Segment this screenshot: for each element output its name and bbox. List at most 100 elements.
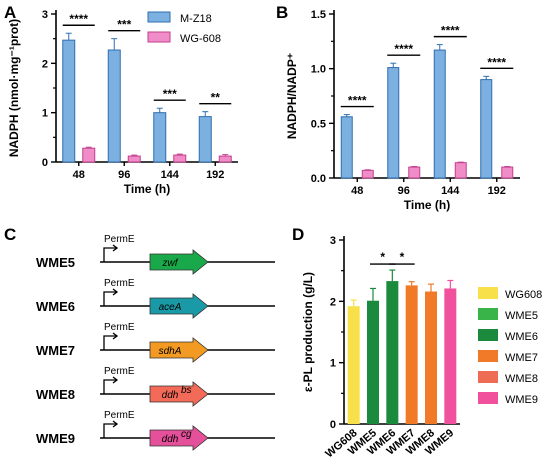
legend-swatch	[478, 371, 498, 383]
y-tick-label: 1.0	[311, 64, 326, 76]
y-axis-title: ε-PL production (g/L)	[301, 272, 315, 392]
chart-a: 0 1 2 3 48 **** 96 *** 144 *** 192 ** Time (h) NADPH …	[7, 9, 238, 196]
significance-label: ****	[487, 55, 506, 69]
gene-label: sdhA	[159, 346, 182, 357]
promoter-arrowhead-icon	[112, 244, 119, 252]
gene-arrow	[149, 425, 209, 451]
chart-b: 0.0 0.5 1.0 1.5 48 **** 96 **** 144 **** 192 **** Ti…	[285, 9, 520, 212]
bar	[433, 49, 446, 179]
legend-label: WG608	[505, 289, 542, 301]
bar	[501, 166, 514, 179]
bar	[107, 49, 121, 163]
bar	[405, 285, 418, 424]
gene-arrow	[149, 249, 209, 275]
legend-swatch	[478, 350, 498, 362]
legend-label: WME6	[505, 331, 538, 343]
significance-label: ****	[394, 42, 413, 56]
bar	[82, 147, 96, 163]
panel-letter-b: B	[276, 3, 288, 22]
legend-swatch	[478, 308, 498, 320]
bar	[361, 169, 374, 179]
significance-label: ****	[69, 12, 88, 26]
promoter-label: PermE	[104, 322, 135, 333]
legend-label: WME8	[505, 373, 538, 385]
promoter-label: PermE	[104, 410, 135, 421]
y-tick-label: 2	[330, 296, 336, 308]
legend-label: M-Z18	[180, 13, 212, 25]
bar	[387, 67, 400, 179]
legend-label: WG-608	[180, 33, 221, 45]
promoter-arrowhead-icon	[112, 332, 119, 340]
promoter-arrow-icon	[103, 291, 116, 306]
promoter-arrow-icon	[103, 379, 116, 394]
legend-label: WME9	[505, 394, 538, 406]
y-tick-label: 0.0	[311, 173, 326, 185]
gene-label: aceA	[159, 302, 182, 313]
panel-letter-a: A	[4, 3, 16, 22]
construct-label: WME5	[36, 255, 75, 270]
y-tick-label: 3	[330, 235, 336, 247]
gene-label: ddh	[162, 390, 179, 401]
promoter-label: PermE	[104, 234, 135, 245]
legend-label: WME5	[505, 310, 538, 322]
chart-d: 0 1 2 3 WG608 WME5 WME6 WME7 WME8 WME9 * * ε-PL prod…	[301, 235, 542, 460]
legend-swatch	[478, 329, 498, 341]
x-axis-title: Time (h)	[124, 182, 170, 196]
x-tick-label: 192	[206, 169, 224, 181]
bar	[454, 162, 467, 179]
bar	[367, 300, 379, 424]
bar	[173, 154, 187, 163]
gene-arrow	[149, 381, 209, 407]
bar	[218, 155, 232, 163]
construct-label: WME6	[36, 299, 75, 314]
y-tick-label: 1	[330, 358, 336, 370]
promoter-arrowhead-icon	[112, 420, 119, 428]
promoter-arrow-icon	[103, 423, 116, 438]
significance-label: **	[211, 91, 221, 105]
bar	[347, 306, 360, 424]
legend-swatch	[478, 392, 498, 404]
construct-label: WME7	[36, 343, 75, 358]
promoter-arrowhead-icon	[112, 376, 119, 384]
bar	[408, 166, 421, 179]
significance-label: ***	[163, 87, 177, 101]
significance-label: ****	[348, 94, 367, 108]
gene-label: zwf	[162, 258, 179, 269]
construct-label: WME9	[36, 431, 75, 446]
y-axis-title: NADPH/NADP⁺	[285, 53, 299, 139]
significance-label: *	[380, 250, 385, 264]
bar	[480, 79, 493, 179]
legend-swatch	[147, 31, 171, 43]
y-tick-label: 0	[330, 419, 336, 431]
y-tick-label: 3	[42, 9, 48, 21]
x-axis-title: Time (h)	[404, 198, 450, 212]
legend-swatch	[147, 11, 171, 23]
x-tick-label: 48	[351, 185, 363, 197]
bar	[198, 116, 212, 163]
bar	[386, 281, 399, 424]
significance-label: *	[400, 250, 405, 264]
bar	[153, 112, 167, 163]
bar	[127, 155, 141, 163]
significance-label: ****	[441, 24, 460, 38]
gene-arrow	[149, 337, 209, 363]
x-tick-label: 96	[398, 185, 410, 197]
promoter-arrow-icon	[103, 247, 116, 262]
x-tick-label: 144	[161, 169, 180, 181]
x-tick-label: 192	[488, 185, 506, 197]
y-axis-title: NADPH (nmol·mg⁻¹prot)	[7, 19, 21, 157]
y-tick-label: 1	[42, 108, 48, 120]
promoter-label: PermE	[104, 366, 135, 377]
legend-swatch	[478, 287, 498, 299]
promoter-arrow-icon	[103, 335, 116, 350]
gene-superscript: cg	[181, 429, 192, 440]
panel-letter-d: D	[292, 225, 304, 244]
y-tick-label: 2	[42, 58, 48, 70]
bar	[444, 288, 457, 424]
promoter-label: PermE	[104, 278, 135, 289]
gene-arrow	[149, 293, 209, 319]
construct-label: WME8	[36, 387, 75, 402]
significance-label: ***	[117, 18, 131, 32]
x-tick-label: 144	[441, 185, 460, 197]
